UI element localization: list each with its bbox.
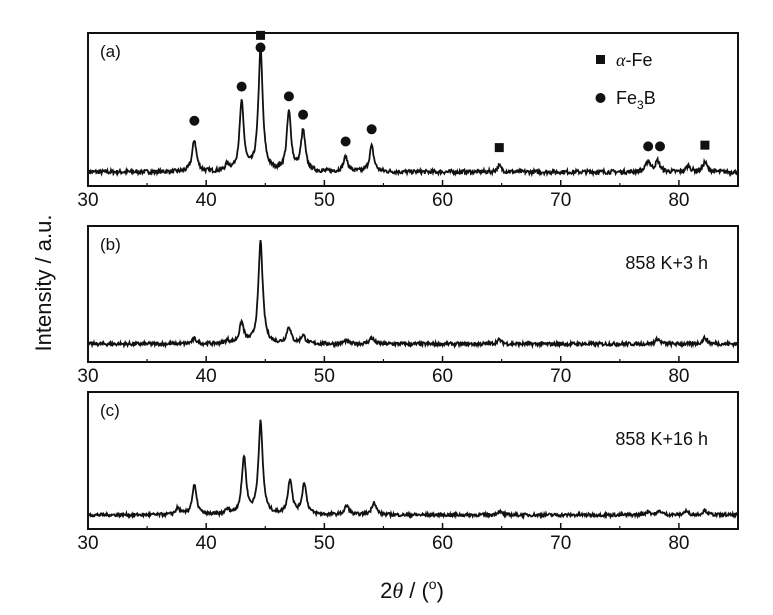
fe3b-peak-marker xyxy=(298,109,309,120)
panel-c: 30 40 50 60 70 80 (c) 858 K+16 h xyxy=(77,391,739,554)
condition-label: 858 K+16 h xyxy=(615,429,708,449)
x-tick-label: 50 xyxy=(314,533,335,554)
legend: α-Fe Fe3B xyxy=(595,50,656,112)
legend-label: Fe3B xyxy=(616,88,656,112)
x-tick-label: 70 xyxy=(550,533,571,554)
panel-label: (b) xyxy=(100,235,121,254)
plot-frame xyxy=(87,391,739,530)
legend-circle-marker xyxy=(595,93,606,103)
x-tick-label: 60 xyxy=(432,533,453,554)
xrd-pattern-line xyxy=(88,239,739,350)
alpha-fe-peak-marker xyxy=(700,140,710,150)
x-tick-label: 30 xyxy=(77,533,98,554)
plot-frame xyxy=(87,225,739,363)
xrd-pattern-line xyxy=(87,419,739,520)
fe3b-peak-marker xyxy=(643,141,654,152)
panel-b: 30 40 50 60 70 80 (b) 858 K+3 h xyxy=(77,225,739,387)
condition-label: 858 K+3 h xyxy=(625,253,708,273)
alpha-fe-peak-marker xyxy=(494,143,504,153)
plot-frame xyxy=(87,32,739,187)
x-tick-label: 40 xyxy=(196,190,217,211)
panel-label: (c) xyxy=(100,401,120,420)
alpha-fe-peak-marker xyxy=(256,30,266,40)
panel-label: (a) xyxy=(100,42,121,61)
x-tick-label: 30 xyxy=(77,366,98,387)
panel-a: 30 40 50 60 70 80 (a) α-Fe Fe3B xyxy=(77,30,739,211)
fe3b-peak-marker xyxy=(340,136,351,147)
fe3b-peak-marker xyxy=(283,91,294,102)
fe3b-peak-marker xyxy=(255,42,266,53)
x-axis-title: 2θ / (o) xyxy=(380,576,444,603)
x-tick-label: 70 xyxy=(550,366,571,387)
fe3b-peak-marker xyxy=(236,81,247,92)
x-tick-label: 50 xyxy=(314,190,335,211)
x-tick-label: 50 xyxy=(314,366,335,387)
fe3b-peak-marker xyxy=(655,141,665,152)
legend-square-marker xyxy=(596,55,605,64)
x-tick-label: 40 xyxy=(196,366,217,387)
x-tick-label: 80 xyxy=(668,533,689,554)
x-tick-label: 80 xyxy=(668,366,689,387)
y-axis-title: Intensity / a.u. xyxy=(31,215,56,352)
x-tick-label: 80 xyxy=(668,190,689,211)
legend-label: α-Fe xyxy=(616,50,652,70)
fe3b-peak-marker xyxy=(189,115,200,126)
xrd-pattern-line xyxy=(87,49,739,178)
x-tick-label: 40 xyxy=(196,533,217,554)
x-tick-label: 70 xyxy=(550,190,571,211)
fe3b-peak-marker xyxy=(366,124,377,135)
x-tick-label: 60 xyxy=(432,190,453,211)
x-tick-label: 60 xyxy=(432,366,453,387)
x-tick-label: 30 xyxy=(77,190,98,211)
